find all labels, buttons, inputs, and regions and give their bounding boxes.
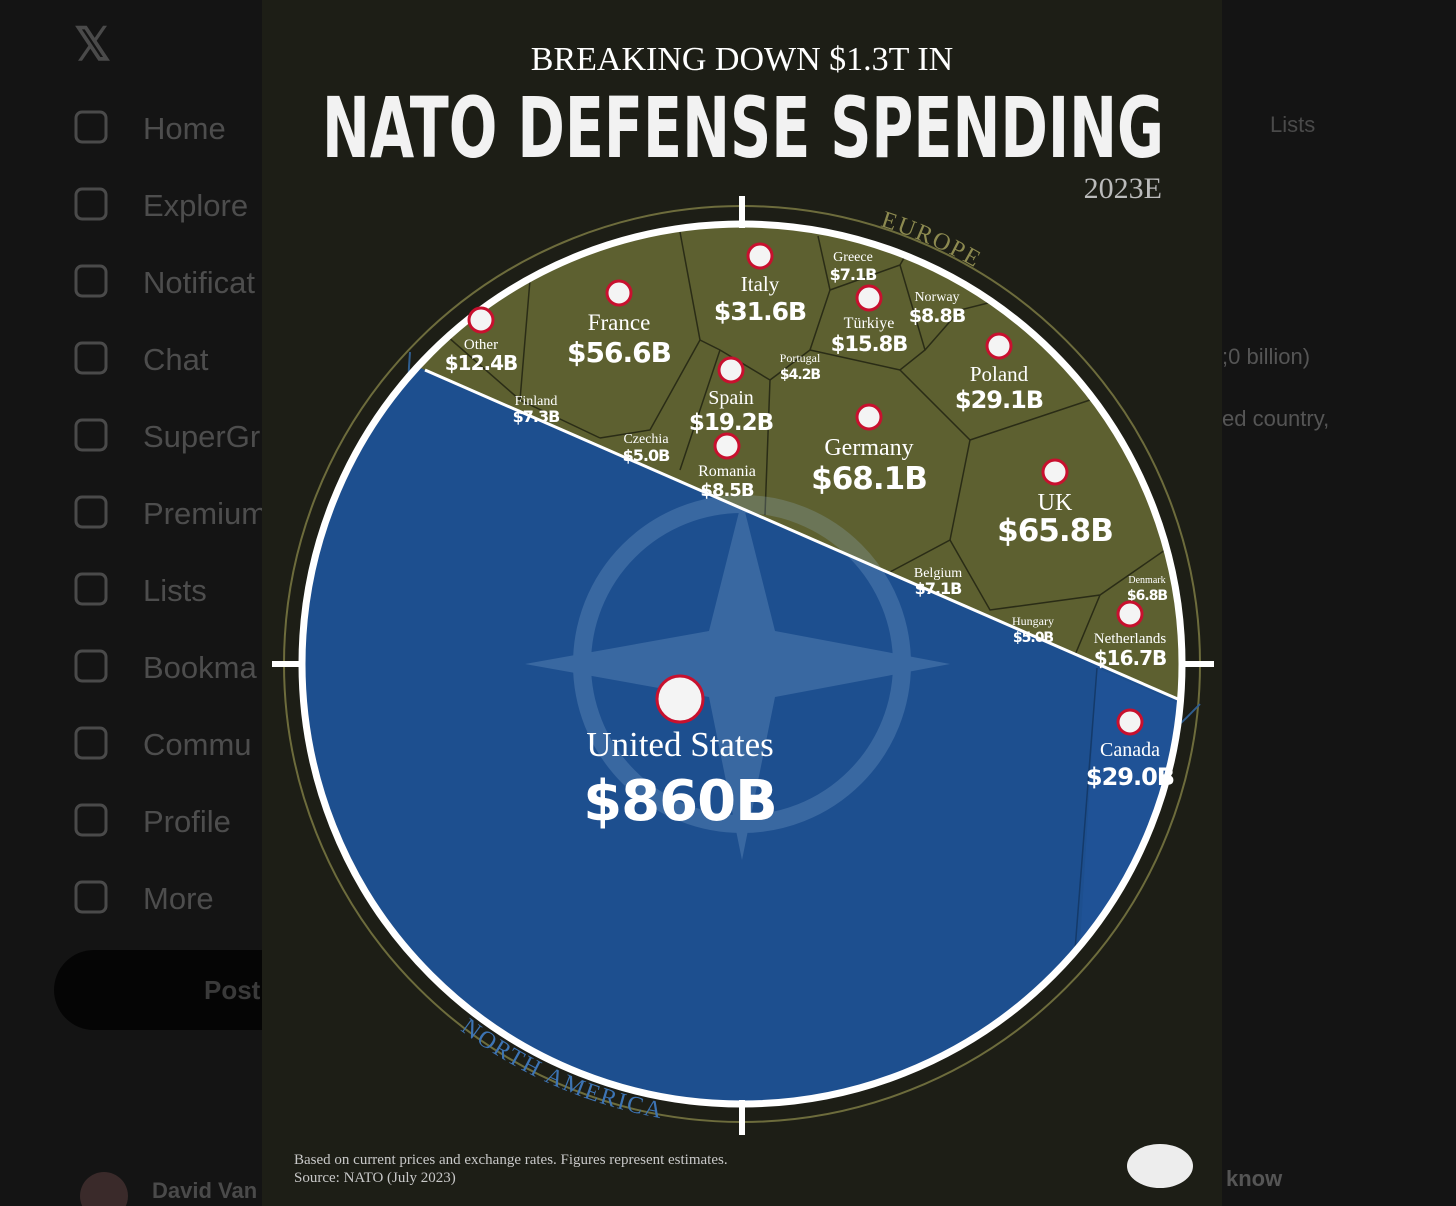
kicker: BREAKING DOWN $1.3T IN [531, 41, 953, 78]
flag [985, 332, 1013, 360]
nav-icon [74, 726, 108, 760]
avatar [80, 1172, 128, 1206]
nav-item[interactable]: Bookma [143, 650, 257, 685]
country-spending: $860B [583, 769, 777, 834]
country-name: Portugal [780, 351, 821, 365]
flag [746, 242, 774, 270]
nav-icon [74, 880, 108, 914]
country-name: Germany [824, 435, 913, 461]
nav-item[interactable]: Home [143, 111, 226, 146]
country-name: Italy [741, 272, 780, 296]
europe-region [302, 224, 1182, 706]
country-spending: $5.0B [1013, 630, 1054, 646]
nav-item[interactable]: Chat [143, 342, 209, 377]
logo: 𝕏 [74, 18, 111, 70]
flag [855, 284, 883, 312]
flag [1116, 708, 1144, 736]
country-name: United States [586, 725, 774, 764]
country-spending: $29.0B [1086, 763, 1174, 791]
nav-icon [74, 264, 108, 298]
country-name: Denmark [1128, 575, 1165, 586]
flag [467, 306, 495, 334]
nav-icon [74, 187, 108, 221]
nav-item[interactable]: SuperGr [143, 419, 260, 454]
country-spending: $8.8B [909, 305, 966, 327]
country-spending: $8.5B [700, 480, 753, 501]
nav-icon [74, 803, 108, 837]
cell-borders [439, 229, 1166, 951]
country-spending: $19.2B [689, 410, 773, 436]
country-spending: $5.0B [623, 446, 670, 465]
nav-icon [74, 495, 108, 529]
country-name: France [588, 310, 651, 335]
country-name: Canada [1100, 739, 1160, 761]
country-spending: $15.8B [831, 332, 907, 356]
country-name: Spain [708, 387, 754, 409]
country-spending: $7.1B [915, 579, 962, 598]
country-name: Türkiye [844, 315, 895, 332]
country-name: Norway [914, 290, 959, 305]
country-name: Belgium [914, 566, 962, 581]
nav-item[interactable]: Lists [143, 573, 207, 608]
country-name: Poland [970, 362, 1029, 386]
country-name: Greece [833, 250, 873, 265]
post-text: ed country, [1222, 406, 1329, 431]
crosshair [272, 196, 1214, 1135]
country-spending: $6.8B [1127, 588, 1168, 604]
nav-icon [74, 649, 108, 683]
country-spending: $12.4B [445, 351, 518, 375]
flag [655, 674, 705, 724]
post-text: know [1226, 1166, 1283, 1191]
country-spending: $16.7B [1094, 646, 1167, 670]
nav-item[interactable]: Notificat [143, 265, 255, 300]
title: NATO DEFENSE SPENDING [322, 79, 1164, 177]
nav-item[interactable]: Profile [143, 804, 231, 839]
country-spending: $4.2B [780, 367, 821, 383]
country-spending: $65.8B [997, 513, 1113, 549]
post-text: ;0 billion) [1222, 344, 1310, 369]
nav-item[interactable]: Explore [143, 188, 248, 223]
flag [605, 279, 633, 307]
flag [1041, 458, 1069, 486]
country-name: Czechia [623, 432, 669, 447]
post-button[interactable] [54, 950, 314, 1030]
country-name: Netherlands [1094, 631, 1167, 647]
country-spending: $68.1B [811, 461, 927, 497]
country-name: Other [464, 337, 498, 353]
flag [855, 403, 883, 431]
note: Based on current prices and exchange rat… [294, 1152, 728, 1168]
country-spending: $56.6B [567, 336, 671, 369]
country-spending: $31.6B [714, 297, 806, 326]
nato-star [525, 495, 950, 860]
post-label: Post [204, 975, 261, 1005]
nav-icon [74, 572, 108, 606]
country-spending: $29.1B [955, 386, 1043, 414]
nav-icon [74, 418, 108, 452]
flag [717, 356, 745, 384]
tab: Lists [1270, 112, 1315, 137]
logo-mark [1127, 1144, 1193, 1188]
country-spending: $7.3B [513, 407, 560, 426]
flag [1116, 600, 1144, 628]
country-name: Romania [698, 463, 756, 480]
divider [424, 368, 1181, 702]
account-name: David Van [152, 1178, 257, 1203]
year: 2023E [1084, 172, 1162, 205]
country-spending: $7.1B [830, 265, 877, 284]
sidebar: 𝕏 Home Explore Notificat Chat SuperGr Premium… [54, 18, 314, 1206]
nav-item[interactable]: Commu [143, 727, 252, 762]
nav-icon [74, 341, 108, 375]
country-name: Finland [515, 394, 558, 409]
flag [713, 432, 741, 460]
note: Source: NATO (July 2023) [294, 1170, 456, 1186]
nav-item[interactable]: More [143, 881, 214, 916]
country-name: Hungary [1012, 614, 1054, 628]
nav-item[interactable]: Premium [143, 496, 267, 531]
country-name: UK [1038, 490, 1073, 516]
nav-icon [74, 110, 108, 144]
